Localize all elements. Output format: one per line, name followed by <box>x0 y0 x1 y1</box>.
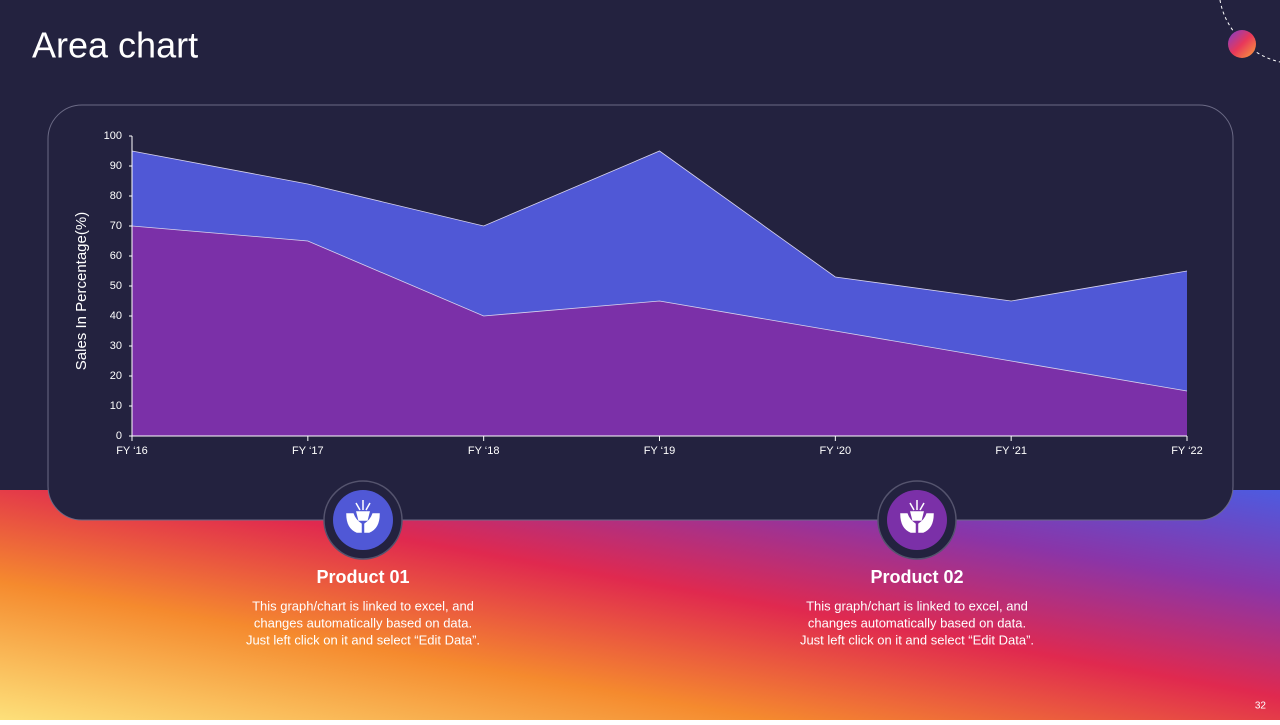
chart: 0 10 20 30 40 50 60 70 80 90 100 FY ‘16 FY ‘17 FY ‘18… <box>73 130 1203 457</box>
y-tick-label: 90 <box>110 160 122 172</box>
y-axis-label: Sales In Percentage(%) <box>73 212 90 370</box>
product-title: Product 01 <box>316 567 409 587</box>
y-tick-label: 100 <box>104 130 122 142</box>
gradient-band <box>0 490 1280 720</box>
y-tick-label: 0 <box>116 430 122 442</box>
decoration-dot <box>1228 30 1256 58</box>
products: Product 01 This graph/chart is linked to … <box>246 480 1034 647</box>
y-tick-label: 80 <box>110 190 122 202</box>
product-text: This graph/chart is linked to excel, and <box>806 598 1028 613</box>
area-edge <box>131 150 1188 302</box>
x-tick-label: FY ‘16 <box>116 445 148 457</box>
y-tick-label: 30 <box>110 340 122 352</box>
product-title: Product 02 <box>870 567 963 587</box>
page-number: 32 <box>1255 701 1267 712</box>
product-text: changes automatically based on data. <box>808 615 1026 630</box>
x-tick-label: FY ‘22 <box>1171 445 1203 457</box>
y-tick-label: 10 <box>110 400 122 412</box>
area-edge <box>131 225 1188 392</box>
x-tick-label: FY ‘17 <box>292 445 324 457</box>
product-text: This graph/chart is linked to excel, and <box>252 598 474 613</box>
x-tick-label: FY ‘21 <box>995 445 1027 457</box>
product-text: Just left click on it and select “Edit D… <box>246 632 480 647</box>
icon-hands <box>346 500 380 533</box>
x-tick-label: FY ‘19 <box>644 445 676 457</box>
slide-title: Area chart <box>32 25 198 66</box>
product-text: changes automatically based on data. <box>254 615 472 630</box>
y-tick-label: 50 <box>110 280 122 292</box>
x-tick-label: FY ‘18 <box>468 445 500 457</box>
icon-hands <box>900 500 934 533</box>
y-tick-label: 60 <box>110 250 122 262</box>
y-tick-label: 20 <box>110 370 122 382</box>
y-tick-label: 40 <box>110 310 122 322</box>
product-text: Just left click on it and select “Edit D… <box>800 632 1034 647</box>
x-tick-label: FY ‘20 <box>820 445 852 457</box>
y-tick-label: 70 <box>110 220 122 232</box>
